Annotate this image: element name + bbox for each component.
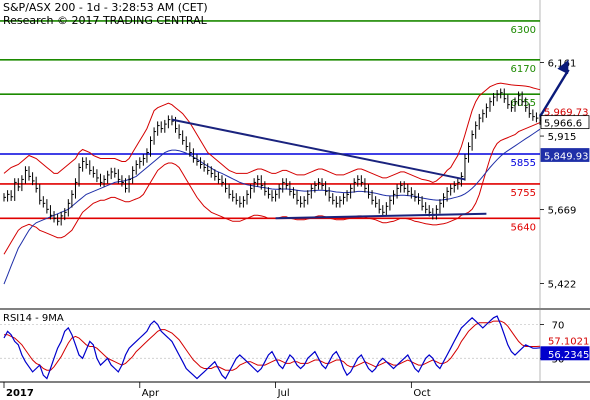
value-tag-label: 5,969.73 bbox=[544, 108, 589, 119]
bollinger-upper-line bbox=[3, 82, 541, 183]
value-tag-box bbox=[540, 115, 590, 130]
time-tick-label: Oct bbox=[413, 388, 430, 399]
rsi-value-tag-label: 56.2345 bbox=[548, 350, 589, 361]
moving-average-line bbox=[3, 128, 541, 285]
chart-title: S&P/ASX 200 - 1d - 3:28:53 AM (CET) bbox=[3, 1, 208, 14]
level-label-5755: 5755 bbox=[511, 188, 536, 199]
time-tick-label: Jul bbox=[277, 388, 290, 399]
rsi-value-tag-box bbox=[540, 346, 590, 361]
value-tag-label: 5,966.6 bbox=[544, 119, 582, 130]
rsi-line bbox=[3, 315, 541, 380]
time-tick-label: 2017 bbox=[6, 388, 34, 399]
value-tag-label: 5,849.93 bbox=[544, 152, 589, 163]
level-label-5855: 5855 bbox=[511, 158, 536, 169]
level-label-5640: 5640 bbox=[511, 222, 536, 233]
level-label-6300: 6300 bbox=[511, 25, 536, 36]
forecast-arrow-shaft bbox=[538, 69, 570, 118]
rsi-panel-title: RSI14 - 9MA bbox=[3, 313, 64, 324]
bollinger-lower-line bbox=[3, 122, 541, 255]
time-tick-label: Apr bbox=[142, 388, 160, 399]
level-label-6170: 6170 bbox=[511, 64, 536, 75]
value-tag-box bbox=[540, 148, 590, 162]
trend-line-base bbox=[275, 212, 487, 220]
price-tick-label: 5,422 bbox=[548, 279, 577, 290]
chart-copyright: Research © 2017 TRADING CENTRAL bbox=[3, 14, 207, 27]
price-tick-label: 5,915 bbox=[548, 132, 577, 143]
trend-line-downtrend bbox=[171, 118, 466, 181]
rsi-value-tag-label: 57.1021 bbox=[548, 336, 589, 347]
level-label-6055: 6055 bbox=[511, 98, 536, 109]
price-tick-label: 6,161 bbox=[548, 58, 577, 69]
forecast-arrow-head bbox=[557, 59, 569, 75]
rsi-tick-label: 70 bbox=[552, 321, 565, 332]
price-tick-label: 5,669 bbox=[548, 206, 577, 217]
